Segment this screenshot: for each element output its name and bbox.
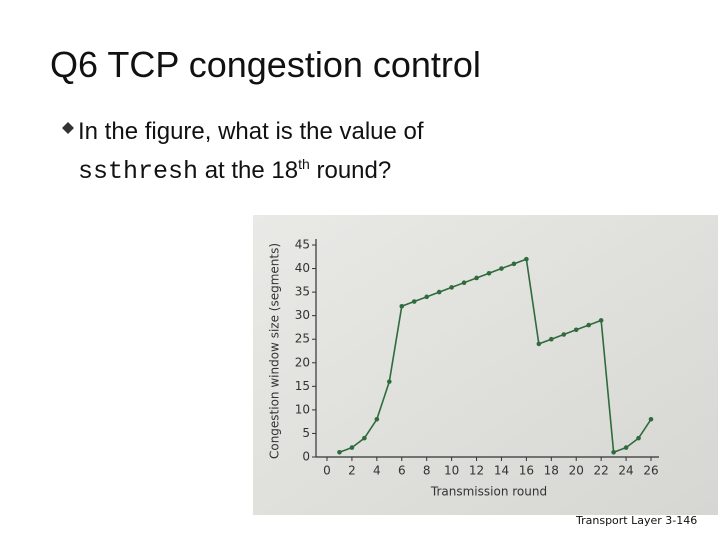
x-tick-label: 2 xyxy=(348,464,356,478)
x-tick-label: 0 xyxy=(323,464,331,478)
bullet: In the figure, what is the value of ssth… xyxy=(78,116,424,188)
bullet-icon xyxy=(62,122,74,134)
data-point xyxy=(524,256,529,262)
data-point xyxy=(561,332,567,337)
bullet-text: In the figure, what is the value of xyxy=(78,118,424,145)
x-tick-label: 8 xyxy=(423,464,431,478)
data-point xyxy=(598,318,604,323)
data-point xyxy=(349,445,355,450)
data-point xyxy=(486,270,492,276)
data-point xyxy=(499,266,504,271)
data-point xyxy=(573,327,579,333)
x-tick-label: 4 xyxy=(373,464,381,478)
bullet-text: at the 18 xyxy=(204,157,299,184)
y-tick-label: 30 xyxy=(295,308,310,322)
data-point xyxy=(648,417,654,422)
x-tick-label: 18 xyxy=(544,464,559,478)
x-tick-label: 22 xyxy=(594,464,609,478)
data-point xyxy=(337,449,342,455)
data-point xyxy=(549,336,554,342)
y-tick-label: 40 xyxy=(295,261,310,275)
data-point xyxy=(586,322,591,328)
data-point xyxy=(424,294,429,300)
data-point xyxy=(611,449,616,455)
superscript: th xyxy=(298,156,310,172)
data-point xyxy=(536,341,542,347)
bullet-text: round? xyxy=(316,157,392,184)
data-point xyxy=(511,261,517,267)
x-tick-label: 14 xyxy=(494,464,509,478)
x-tick-label: 16 xyxy=(519,464,534,478)
footer: Transport Layer 3-146 xyxy=(576,514,697,527)
data-point xyxy=(387,379,392,384)
x-tick-label: 12 xyxy=(469,464,484,478)
y-axis-label: Congestion window size (segments) xyxy=(268,243,282,459)
y-tick-label: 5 xyxy=(302,426,310,440)
x-tick-label: 26 xyxy=(643,464,658,478)
data-point xyxy=(461,280,467,285)
data-point xyxy=(623,445,629,450)
data-point xyxy=(449,285,454,290)
page-number: 3-146 xyxy=(665,514,698,527)
footer-label: Transport Layer xyxy=(576,514,662,527)
x-tick-label: 10 xyxy=(444,464,459,478)
code-term: ssthresh xyxy=(78,157,199,186)
x-tick-label: 20 xyxy=(569,464,584,478)
y-tick-label: 10 xyxy=(295,402,310,416)
x-tick-label: 24 xyxy=(618,464,633,478)
data-point xyxy=(474,275,479,281)
figure-photo xyxy=(253,215,718,515)
x-axis-label: Transmission round xyxy=(430,485,547,499)
data-point xyxy=(436,289,442,295)
y-tick-label: 20 xyxy=(295,355,310,369)
y-tick-label: 0 xyxy=(302,450,310,464)
y-tick-label: 45 xyxy=(295,238,310,252)
data-point xyxy=(411,299,417,304)
y-tick-label: 25 xyxy=(295,332,310,346)
data-point xyxy=(362,435,367,441)
x-tick-label: 6 xyxy=(398,464,406,478)
data-point xyxy=(636,435,641,441)
data-point xyxy=(374,417,380,422)
y-tick-label: 15 xyxy=(295,379,310,393)
y-tick-label: 35 xyxy=(295,285,310,299)
data-point xyxy=(399,303,405,309)
slide-title: Q6 TCP congestion control xyxy=(50,44,481,85)
